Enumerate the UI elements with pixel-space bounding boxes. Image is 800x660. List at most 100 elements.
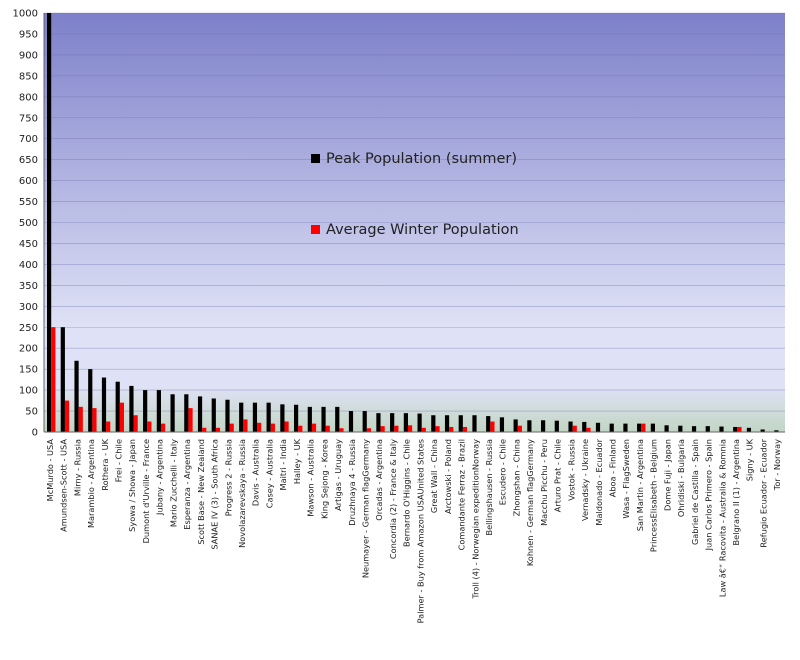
bar-summer bbox=[719, 426, 724, 432]
y-tick-label: 550 bbox=[19, 197, 38, 208]
legend-swatch bbox=[311, 225, 320, 234]
bar-summer bbox=[252, 402, 258, 432]
bar-summer bbox=[143, 390, 148, 432]
bar-winter bbox=[586, 427, 591, 432]
bar-summer bbox=[609, 423, 614, 432]
bar-summer bbox=[307, 406, 312, 432]
bar-winter bbox=[311, 423, 317, 432]
bar-summer bbox=[294, 404, 299, 432]
bar-summer bbox=[554, 420, 559, 432]
bar-summer bbox=[774, 430, 779, 432]
x-tick-label: Mirny - Russia bbox=[72, 439, 82, 496]
bar-winter bbox=[380, 426, 385, 432]
x-tick-label: Rothera - UK bbox=[100, 438, 110, 490]
bar-winter bbox=[394, 425, 399, 432]
bar-summer bbox=[170, 394, 175, 432]
x-tick-label: Progress 2 - Russia bbox=[223, 439, 233, 516]
bar-summer bbox=[417, 413, 422, 432]
bar-winter bbox=[435, 426, 440, 432]
y-tick-label: 1000 bbox=[13, 9, 38, 20]
bar-summer bbox=[664, 425, 669, 432]
y-tick-label: 350 bbox=[19, 281, 38, 292]
bar-summer bbox=[691, 426, 697, 432]
x-tick-label: Amundsen-Scott - USA bbox=[59, 439, 69, 532]
x-tick-label: PrincessElisabeth - Belgium bbox=[649, 439, 659, 552]
x-tick-label: Esperanza - Argentina bbox=[182, 439, 192, 530]
bar-winter bbox=[147, 421, 152, 432]
y-tick-label: 500 bbox=[19, 218, 38, 229]
x-tick-label: Signy - UK bbox=[745, 438, 755, 481]
y-tick-label: 250 bbox=[19, 323, 38, 334]
x-tick-label: Aboa - Finland bbox=[607, 439, 617, 497]
y-tick-label: 600 bbox=[19, 176, 38, 187]
y-axis-tick-labels: 0 50 100 150 200 250 300 350 400 450 500 550 600 650 7… bbox=[13, 9, 38, 439]
bar-summer bbox=[362, 411, 367, 432]
x-tick-label: Belgrano II (1) - Argentina bbox=[731, 439, 741, 545]
bar-summer bbox=[129, 385, 134, 432]
bar-summer bbox=[211, 398, 216, 432]
bar-winter bbox=[202, 427, 207, 432]
x-tick-label: Arctowski - Poland bbox=[443, 439, 453, 514]
legend-label: Average Winter Population bbox=[326, 222, 519, 238]
bar-summer bbox=[280, 404, 285, 432]
x-tick-label: Maitri - India bbox=[278, 439, 288, 490]
bar-winter bbox=[572, 425, 577, 432]
bar-summer bbox=[266, 402, 271, 432]
bar-summer bbox=[595, 422, 601, 432]
x-tick-label: Escudero - Chile bbox=[498, 439, 508, 505]
bar-winter bbox=[325, 425, 330, 432]
bar-summer bbox=[348, 411, 354, 432]
bar-winter bbox=[641, 423, 646, 432]
bar-summer bbox=[88, 369, 93, 432]
x-tick-label: McMurdo - USA bbox=[45, 439, 55, 502]
x-tick-label: Jubany - Argentina bbox=[155, 439, 165, 516]
bar-winter bbox=[119, 402, 125, 432]
legend: Peak Population (summer) Average Winter P… bbox=[311, 151, 519, 238]
bar-summer bbox=[568, 421, 573, 432]
bar-winter bbox=[298, 425, 303, 432]
y-tick-label: 450 bbox=[19, 239, 38, 250]
bar-winter bbox=[243, 419, 248, 432]
bar-summer bbox=[60, 327, 65, 432]
x-tick-label: Vernadsky - Ukraine bbox=[580, 439, 590, 521]
x-tick-label: Novolazarevskaya - Russia bbox=[237, 439, 247, 548]
x-tick-label: Casey - Australia bbox=[264, 439, 274, 508]
bar-winter bbox=[490, 421, 495, 432]
bar-summer bbox=[403, 413, 408, 432]
bar-summer bbox=[499, 417, 505, 432]
bar-summer bbox=[431, 415, 436, 432]
y-tick-label: 850 bbox=[19, 71, 38, 82]
bar-winter bbox=[366, 428, 372, 432]
y-tick-label: 150 bbox=[19, 365, 38, 376]
y-tick-label: 200 bbox=[19, 344, 38, 355]
bar-summer bbox=[486, 416, 491, 432]
x-tick-label: Halley - UK bbox=[292, 438, 302, 484]
bar-summer bbox=[650, 423, 655, 432]
x-tick-label: Arturo Prat - Chile bbox=[553, 439, 563, 512]
legend-label: Peak Population (summer) bbox=[326, 151, 517, 167]
bar-summer bbox=[47, 13, 52, 432]
bar-winter bbox=[229, 423, 234, 432]
bar-winter bbox=[257, 422, 262, 432]
x-tick-label: Ohridiski - Bulgaria bbox=[676, 439, 686, 517]
x-tick-label: Troll (4) - Norwegian expeditionNorway bbox=[470, 439, 480, 600]
x-tick-label: Mawson - Australia bbox=[306, 439, 316, 517]
x-tick-label: Palmer - Buy from Amazon USAUnited State… bbox=[415, 439, 425, 623]
bar-summer bbox=[376, 413, 381, 432]
bar-summer bbox=[115, 381, 120, 432]
bar-winter bbox=[449, 426, 454, 432]
bar-winter bbox=[421, 427, 426, 432]
y-tick-label: 800 bbox=[19, 92, 38, 103]
x-axis-category-labels: McMurdo - USA Amundsen-Scott - USA Mirny -… bbox=[45, 438, 782, 623]
x-tick-label: Refugio Ecuador - Ecuador bbox=[758, 438, 768, 547]
y-tick-label: 300 bbox=[19, 302, 38, 313]
bar-summer bbox=[637, 423, 642, 432]
x-tick-label: Frei - Chile bbox=[113, 439, 123, 482]
bar-winter bbox=[737, 426, 742, 432]
bar-summer bbox=[541, 420, 546, 432]
bar-winter bbox=[517, 425, 522, 432]
bar-winter bbox=[64, 400, 70, 432]
bar-summer bbox=[746, 427, 752, 432]
bar-summer bbox=[582, 421, 587, 432]
bar-summer bbox=[184, 394, 189, 432]
